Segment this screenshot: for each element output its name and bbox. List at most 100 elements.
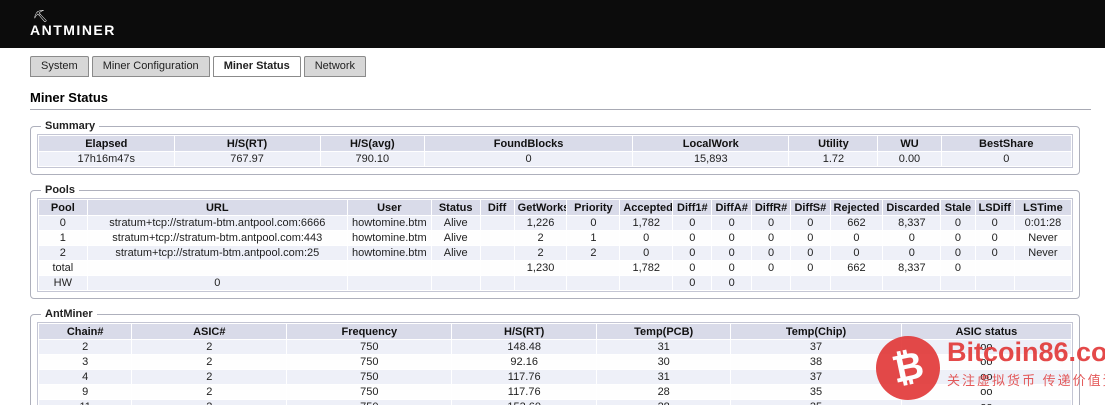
table-cell: 0 [941, 261, 975, 275]
table-cell: 2 [514, 231, 567, 245]
column-header: Utility [789, 136, 878, 151]
table-row: 17h16m47s 767.97 790.10 0 15,893 1.72 0.00 0 [39, 152, 1071, 166]
tab-miner-status[interactable]: Miner Status [212, 56, 301, 77]
table-cell [347, 276, 431, 290]
column-header: Rejected [830, 200, 883, 215]
column-header: Elapsed [39, 136, 174, 151]
table-cell: stratum+tcp://stratum-btm.antpool.com:66… [87, 216, 347, 230]
table-cell: 0 [712, 231, 751, 245]
table-cell: 0 [567, 216, 620, 230]
main-tab-bar: System Miner Configuration Miner Status … [30, 56, 1105, 77]
table-cell: 0 [883, 246, 941, 260]
table-cell: 31 [597, 370, 731, 384]
table-cell: 0 [712, 216, 751, 230]
table-cell [431, 261, 480, 275]
table-cell: 0 [830, 246, 883, 260]
table-cell: 0 [791, 216, 830, 230]
table-cell: 37 [731, 340, 901, 354]
table-row: 0 stratum+tcp://stratum-btm.antpool.com:6… [39, 216, 1071, 230]
table-cell [975, 276, 1014, 290]
table-row: 9 2 750 117.76 28 35 oo [39, 385, 1071, 399]
column-header: WU [878, 136, 941, 151]
table-cell [830, 276, 883, 290]
header-row: Chain# ASIC# Frequency H/S(RT) Temp(PCB) Temp… [39, 324, 1071, 339]
summary-section: Summary Elapsed H/S(RT) H/S(avg) FoundBlock… [30, 120, 1080, 175]
table-cell: 0 [941, 246, 975, 260]
column-header: H/S(avg) [320, 136, 425, 151]
table-cell: 2 [514, 246, 567, 260]
table-cell: 1 [567, 231, 620, 245]
table-cell: 17h16m47s [39, 152, 174, 166]
table-cell [347, 261, 431, 275]
table-cell: 15,893 [633, 152, 789, 166]
table-cell: 0 [39, 216, 87, 230]
table-cell: 662 [830, 261, 883, 275]
table-cell [941, 276, 975, 290]
table-cell: 0 [830, 231, 883, 245]
table-cell: 117.76 [452, 385, 596, 399]
antminer-section: AntMiner Chain# ASIC# Frequency H/S(RT) Temp… [30, 308, 1080, 405]
table-row: 3 2 750 92.16 30 38 oo [39, 355, 1071, 369]
table-cell: 92.16 [452, 355, 596, 369]
table-cell: 117.76 [452, 370, 596, 384]
column-header: H/S(RT) [174, 136, 320, 151]
column-header: H/S(RT) [452, 324, 596, 339]
tab-miner-configuration[interactable]: Miner Configuration [91, 56, 210, 77]
pools-legend: Pools [45, 184, 75, 196]
table-cell [480, 246, 514, 260]
column-header: Priority [567, 200, 620, 215]
column-header: URL [87, 200, 347, 215]
table-cell: 35 [731, 400, 901, 405]
table-cell: 1 [39, 231, 87, 245]
table-cell [975, 261, 1014, 275]
table-cell: 0 [425, 152, 633, 166]
tab-network[interactable]: Network [303, 56, 367, 77]
table-cell: 0 [751, 261, 791, 275]
table-cell [791, 276, 830, 290]
page-title: Miner Status [30, 90, 109, 105]
table-cell [883, 276, 941, 290]
column-header: DiffA# [712, 200, 751, 215]
table-cell: 9 [39, 385, 132, 399]
table-cell: 662 [830, 216, 883, 230]
table-cell: 148.48 [452, 340, 596, 354]
table-cell: 0 [941, 152, 1071, 166]
summary-table: Elapsed H/S(RT) H/S(avg) FoundBlocks LocalWo… [37, 134, 1073, 168]
table-cell: HW [39, 276, 87, 290]
table-cell: oo [901, 400, 1071, 405]
table-cell: 0 [673, 216, 712, 230]
table-cell: 0 [673, 246, 712, 260]
table-cell: stratum+tcp://stratum-btm.antpool.com:25 [87, 246, 347, 260]
table-cell: 2 [567, 246, 620, 260]
table-cell: 8,337 [883, 216, 941, 230]
header-row: Pool URL User Status Diff GetWorks Priority Acc… [39, 200, 1071, 215]
table-cell: 0 [712, 246, 751, 260]
table-cell: 28 [597, 385, 731, 399]
column-header: LSDiff [975, 200, 1014, 215]
table-row: 4 2 750 117.76 31 37 oo [39, 370, 1071, 384]
column-header: Temp(PCB) [597, 324, 731, 339]
header-row: Elapsed H/S(RT) H/S(avg) FoundBlocks LocalWo… [39, 136, 1071, 151]
table-row: total 1,230 1,782 0 0 0 0 662 8,337 0 [39, 261, 1071, 275]
table-cell: Never [1014, 246, 1071, 260]
table-cell: 11 [39, 400, 132, 405]
summary-legend: Summary [45, 120, 96, 132]
table-cell: 0 [751, 231, 791, 245]
table-cell: 750 [287, 385, 452, 399]
table-cell: howtomine.btm [347, 231, 431, 245]
table-cell: 0 [673, 261, 712, 275]
table-cell: 0.00 [878, 152, 941, 166]
antminer-legend: AntMiner [45, 308, 93, 320]
table-cell: Never [1014, 231, 1071, 245]
column-header: LocalWork [633, 136, 789, 151]
pools-table: Pool URL User Status Diff GetWorks Priority Acc… [37, 198, 1073, 292]
table-cell: 2 [132, 340, 287, 354]
table-cell [567, 261, 620, 275]
tab-system[interactable]: System [30, 56, 89, 77]
column-header: Discarded [883, 200, 941, 215]
table-cell: oo [901, 340, 1071, 354]
table-cell: 3 [39, 355, 132, 369]
table-cell [431, 276, 480, 290]
column-header: ASIC# [132, 324, 287, 339]
